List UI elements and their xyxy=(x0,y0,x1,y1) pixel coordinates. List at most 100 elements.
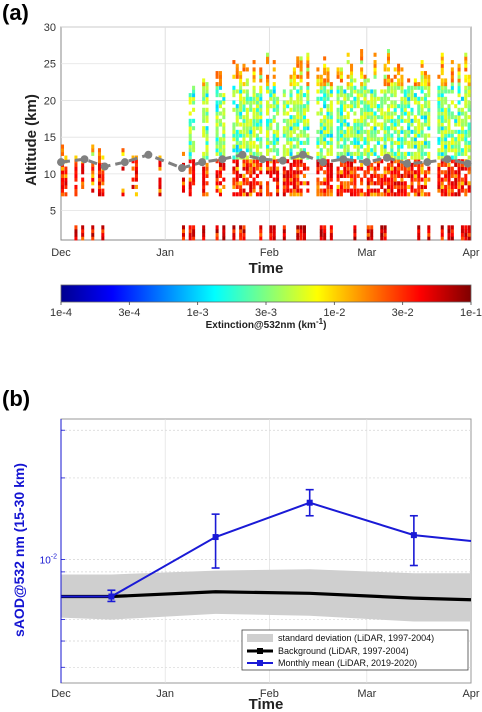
heatmap-cell xyxy=(259,78,263,83)
heatmap-cell xyxy=(222,133,226,138)
heatmap-cell xyxy=(299,225,303,230)
heatmap-cell xyxy=(350,89,354,94)
heatmap-cell xyxy=(383,122,387,127)
heatmap-cell xyxy=(272,93,276,98)
heatmap-cell xyxy=(81,228,85,234)
heatmap-cell xyxy=(397,133,401,138)
heatmap-cell xyxy=(296,104,300,109)
heatmap-cell xyxy=(366,129,370,134)
heatmap-cell xyxy=(410,89,414,94)
heatmap-cell xyxy=(202,89,206,94)
heatmap-cell xyxy=(266,122,270,127)
heatmap-cell xyxy=(386,151,390,156)
heatmap-cell xyxy=(292,78,296,83)
heatmap-cell xyxy=(373,151,377,156)
heatmap-cell xyxy=(259,67,263,72)
heatmap-cell xyxy=(205,181,209,186)
heatmap-cell xyxy=(232,93,236,98)
heatmap-cell xyxy=(400,192,404,197)
heatmap-cell xyxy=(450,232,454,237)
heatmap-cell xyxy=(272,74,276,79)
heatmap-cell xyxy=(276,166,280,171)
heatmap-cell xyxy=(363,122,367,127)
heatmap-cell xyxy=(464,96,468,101)
heatmap-cell xyxy=(91,228,95,234)
heatmap-cell xyxy=(181,236,185,241)
heatmap-cell xyxy=(383,192,387,197)
heatmap-cell xyxy=(329,111,333,116)
heatmap-cell xyxy=(282,177,286,182)
heatmap-cell xyxy=(464,140,468,145)
colorbar-title-exponent: -1 xyxy=(316,317,324,326)
heatmap-cell xyxy=(239,232,243,237)
heatmap-cell xyxy=(393,89,397,94)
heatmap-cell xyxy=(232,100,236,105)
heatmap-cell xyxy=(346,133,350,138)
heatmap-cell xyxy=(97,181,101,186)
heatmap-cell xyxy=(101,155,105,160)
heatmap-cell xyxy=(296,166,300,171)
heatmap-cell xyxy=(266,170,270,175)
heatmap-cell xyxy=(252,129,256,134)
heatmap-cell xyxy=(252,96,256,101)
heatmap-x-tick-label: Dec xyxy=(51,247,71,259)
heatmap-cell xyxy=(403,184,407,189)
heatmap-cell xyxy=(356,104,360,109)
tropopause-point xyxy=(463,159,472,168)
heatmap-cell xyxy=(202,82,206,87)
heatmap-cell xyxy=(339,118,343,123)
heatmap-cell xyxy=(393,85,397,90)
heatmap-cell xyxy=(218,192,222,197)
heatmap-cell xyxy=(444,100,448,105)
heatmap-cell xyxy=(266,162,270,167)
heatmap-cell xyxy=(380,181,384,186)
heatmap-cell xyxy=(282,173,286,178)
heatmap-cell xyxy=(269,122,273,127)
heatmap-cell xyxy=(373,96,377,101)
heatmap-cell xyxy=(457,162,461,167)
monthly-mean-point xyxy=(212,534,219,541)
heatmap-cell xyxy=(101,173,105,178)
heatmap-cell xyxy=(329,122,333,127)
heatmap-cell xyxy=(329,104,333,109)
heatmap-cell xyxy=(373,52,377,57)
heatmap-cell xyxy=(272,129,276,134)
heatmap-cell xyxy=(252,151,256,156)
heatmap-cell xyxy=(205,144,209,149)
heatmap-cell xyxy=(417,159,421,164)
heatmap-cell xyxy=(326,181,330,186)
heatmap-cell xyxy=(423,118,427,123)
heatmap-cell xyxy=(266,118,270,123)
heatmap-cell xyxy=(407,166,411,171)
heatmap-cell xyxy=(423,85,427,90)
heatmap-cell xyxy=(222,122,226,127)
heatmap-cell xyxy=(192,107,196,112)
colorbar-title-close: ) xyxy=(323,320,326,331)
heatmap-cell xyxy=(454,155,458,160)
heatmap-cell xyxy=(188,236,192,241)
heatmap-cell xyxy=(299,118,303,123)
heatmap-cell xyxy=(386,82,390,87)
heatmap-cell xyxy=(373,93,377,98)
heatmap-cell xyxy=(383,133,387,138)
heatmap-cell xyxy=(299,228,303,234)
heatmap-cell xyxy=(239,71,243,76)
heatmap-cell xyxy=(192,159,196,164)
heatmap-cell xyxy=(450,173,454,178)
heatmap-cell xyxy=(252,170,256,175)
heatmap-cell xyxy=(336,129,340,134)
heatmap-cell xyxy=(215,82,219,87)
heatmap-cell xyxy=(188,225,192,230)
heatmap-cell xyxy=(336,173,340,178)
heatmap-cell xyxy=(467,181,471,186)
heatmap-cell xyxy=(188,133,192,138)
heatmap-cell xyxy=(326,129,330,134)
heatmap-cell xyxy=(400,144,404,149)
heatmap-cell xyxy=(329,129,333,134)
tropopause-point xyxy=(57,158,65,167)
heatmap-cell xyxy=(383,78,387,83)
heatmap-cell xyxy=(61,184,65,189)
heatmap-cell xyxy=(356,89,360,94)
heatmap-cell xyxy=(319,228,323,234)
heatmap-cell xyxy=(407,89,411,94)
